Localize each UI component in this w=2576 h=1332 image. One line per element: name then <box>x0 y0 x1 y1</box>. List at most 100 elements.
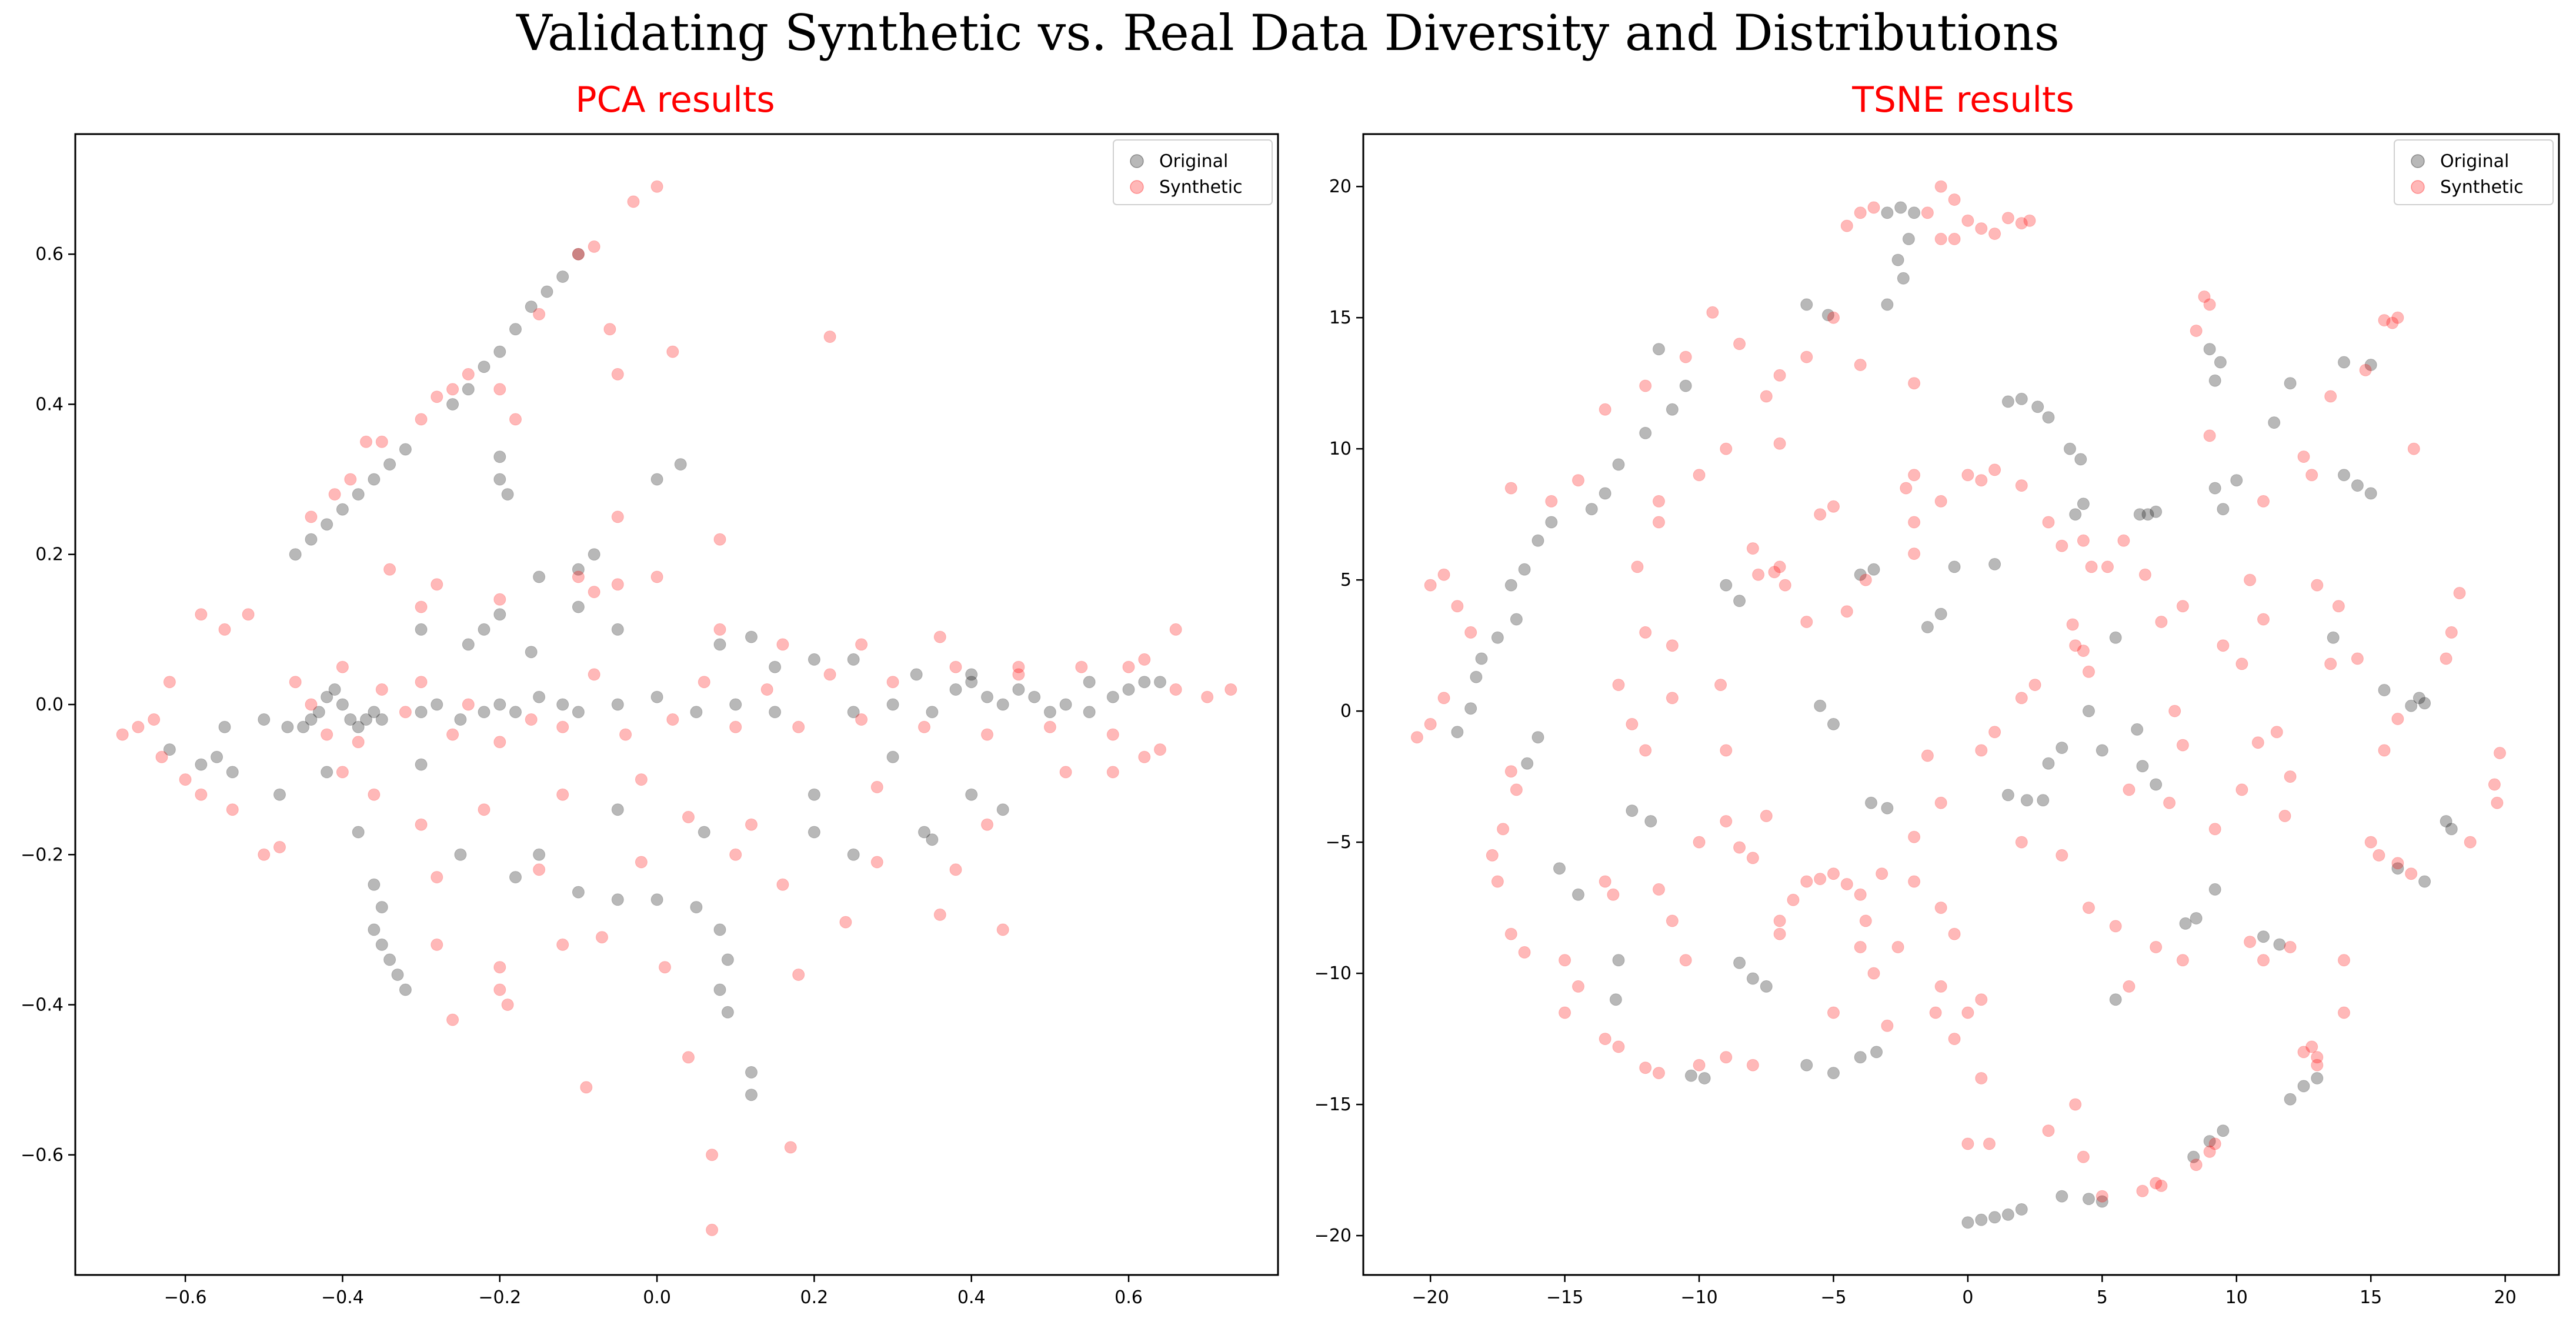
tsne-synthetic-point <box>1908 516 1921 529</box>
pca-synthetic-point <box>446 1013 459 1026</box>
pca-original-point <box>713 983 726 996</box>
pca-original-point <box>650 473 663 486</box>
tsne-original-point <box>2391 862 2404 875</box>
pca-synthetic-point <box>1043 720 1056 733</box>
tsne-original-point <box>2364 487 2377 500</box>
pca-synthetic-point <box>1106 766 1119 779</box>
pca-synthetic-point <box>179 773 192 786</box>
tsne-synthetic-point <box>1934 902 1947 914</box>
pca-original-point <box>1028 690 1041 703</box>
tsne-synthetic-point <box>1746 542 1759 555</box>
pca-synthetic-point <box>352 736 365 749</box>
tsne-original-point <box>2109 993 2122 1006</box>
pca-original-point <box>965 788 978 801</box>
tsne-synthetic-point <box>1961 1137 1974 1150</box>
tsne-legend-label-original: Original <box>2440 151 2509 172</box>
tsne-synthetic-point <box>1961 1006 1974 1019</box>
tsne-synthetic-point <box>1706 306 1719 319</box>
tsne-synthetic-point <box>2083 665 2095 678</box>
pca-synthetic-point <box>509 413 522 426</box>
tsne-synthetic-point <box>1800 875 1813 888</box>
pca-synthetic-point <box>635 773 648 786</box>
tsne-x-tick-label: −5 <box>1820 1287 1846 1308</box>
pca-y-tick-label: 0.0 <box>35 695 64 715</box>
tsne-synthetic-point <box>2453 587 2466 599</box>
pca-original-point <box>729 698 742 711</box>
tsne-synthetic-point <box>2297 450 2310 463</box>
tsne-original-point <box>1854 568 1867 581</box>
tsne-original-point <box>1897 272 1910 285</box>
tsne-synthetic-point <box>2056 539 2068 552</box>
tsne-original-point <box>2187 1150 2200 1163</box>
tsne-original-point <box>2083 1193 2095 1206</box>
pca-original-point <box>281 720 294 733</box>
tsne-synthetic-point <box>1814 508 1827 521</box>
tsne-title: TSNE results <box>1851 79 2074 121</box>
pca-original-point <box>981 690 993 703</box>
pca-synthetic-point <box>493 961 506 974</box>
tsne-original-point <box>2141 508 2154 521</box>
figure-title: Validating Synthetic vs. Real Data Diver… <box>516 4 2060 62</box>
tsne-original-point <box>2297 1080 2310 1093</box>
tsne-original-point <box>1934 607 1947 620</box>
tsne-synthetic-point <box>2244 573 2257 586</box>
tsne-original-points <box>1451 201 2458 1229</box>
pca-original-point <box>721 1006 734 1019</box>
pca-synthetic-point <box>305 510 318 523</box>
tsne-original-point <box>1891 253 1904 266</box>
tsne-synthetic-point <box>2190 1159 2203 1171</box>
pca-original-point <box>431 698 443 711</box>
tsne-synthetic-point <box>2117 534 2130 547</box>
tsne-synthetic-point <box>1639 1061 1652 1074</box>
pca-original-point <box>321 690 333 703</box>
pca-synthetic-point <box>336 766 349 779</box>
tsne-synthetic-point <box>1881 1019 1894 1032</box>
pca-original-point <box>383 458 396 471</box>
tsne-legend-marker-original <box>2411 154 2425 168</box>
pca-synthetic-point <box>1012 668 1025 681</box>
pca-x-tick-label: 0.6 <box>1115 1287 1143 1308</box>
pca-synthetic-point <box>706 1149 719 1161</box>
tsne-synthetic-point <box>1961 214 1974 227</box>
pca-synthetic-point <box>493 983 506 996</box>
pca-y-tick-label: −0.4 <box>21 995 64 1016</box>
tsne-synthetic-point <box>1908 377 1921 390</box>
pca-original-point <box>611 893 624 906</box>
tsne-synthetic-point <box>1424 579 1437 592</box>
pca-synthetic-point <box>713 623 726 636</box>
tsne-synthetic-point <box>1510 783 1523 796</box>
pca-synthetic-point <box>588 240 600 253</box>
pca-synthetic-point <box>226 803 239 816</box>
tsne-x-axis: −20 −15 −10 −5 0 5 10 15 20 <box>1412 1275 2517 1308</box>
pca-original-point <box>1043 706 1056 719</box>
tsne-synthetic-points <box>1410 180 2506 1203</box>
pca-synthetic-point <box>886 676 899 689</box>
tsne-original-point <box>2230 474 2243 487</box>
pca-synthetic-point <box>478 803 490 816</box>
pca-synthetic-point <box>415 676 428 689</box>
tsne-synthetic-point <box>2391 713 2404 725</box>
pca-original-point <box>289 548 302 561</box>
pca-synthetic-point <box>431 578 443 591</box>
tsne-synthetic-point <box>1854 941 1867 953</box>
pca-synthetic-point <box>336 660 349 673</box>
tsne-synthetic-point <box>2203 1145 2216 1158</box>
pca-original-point <box>540 285 553 298</box>
pca-synthetic-point <box>533 308 546 321</box>
pca-original-point <box>352 826 365 839</box>
tsne-synthetic-point <box>2278 810 2291 822</box>
pca-original-point <box>1122 683 1135 696</box>
tsne-synthetic-point <box>1720 442 1733 455</box>
tsne-synthetic-point <box>1827 500 1840 513</box>
tsne-synthetic-point <box>1827 867 1840 880</box>
tsne-legend-label-synthetic: Synthetic <box>2440 177 2524 198</box>
pca-original-point <box>847 653 860 666</box>
tsne-synthetic-point <box>1497 823 1510 836</box>
tsne-original-point <box>1881 298 1894 311</box>
pca-synthetic-point <box>132 720 145 733</box>
pca-original-point <box>493 345 506 358</box>
tsne-original-point <box>2083 705 2095 717</box>
pca-synthetic-point <box>155 750 168 763</box>
tsne-synthetic-point <box>1859 573 1872 586</box>
tsne-original-point <box>2217 503 2230 516</box>
